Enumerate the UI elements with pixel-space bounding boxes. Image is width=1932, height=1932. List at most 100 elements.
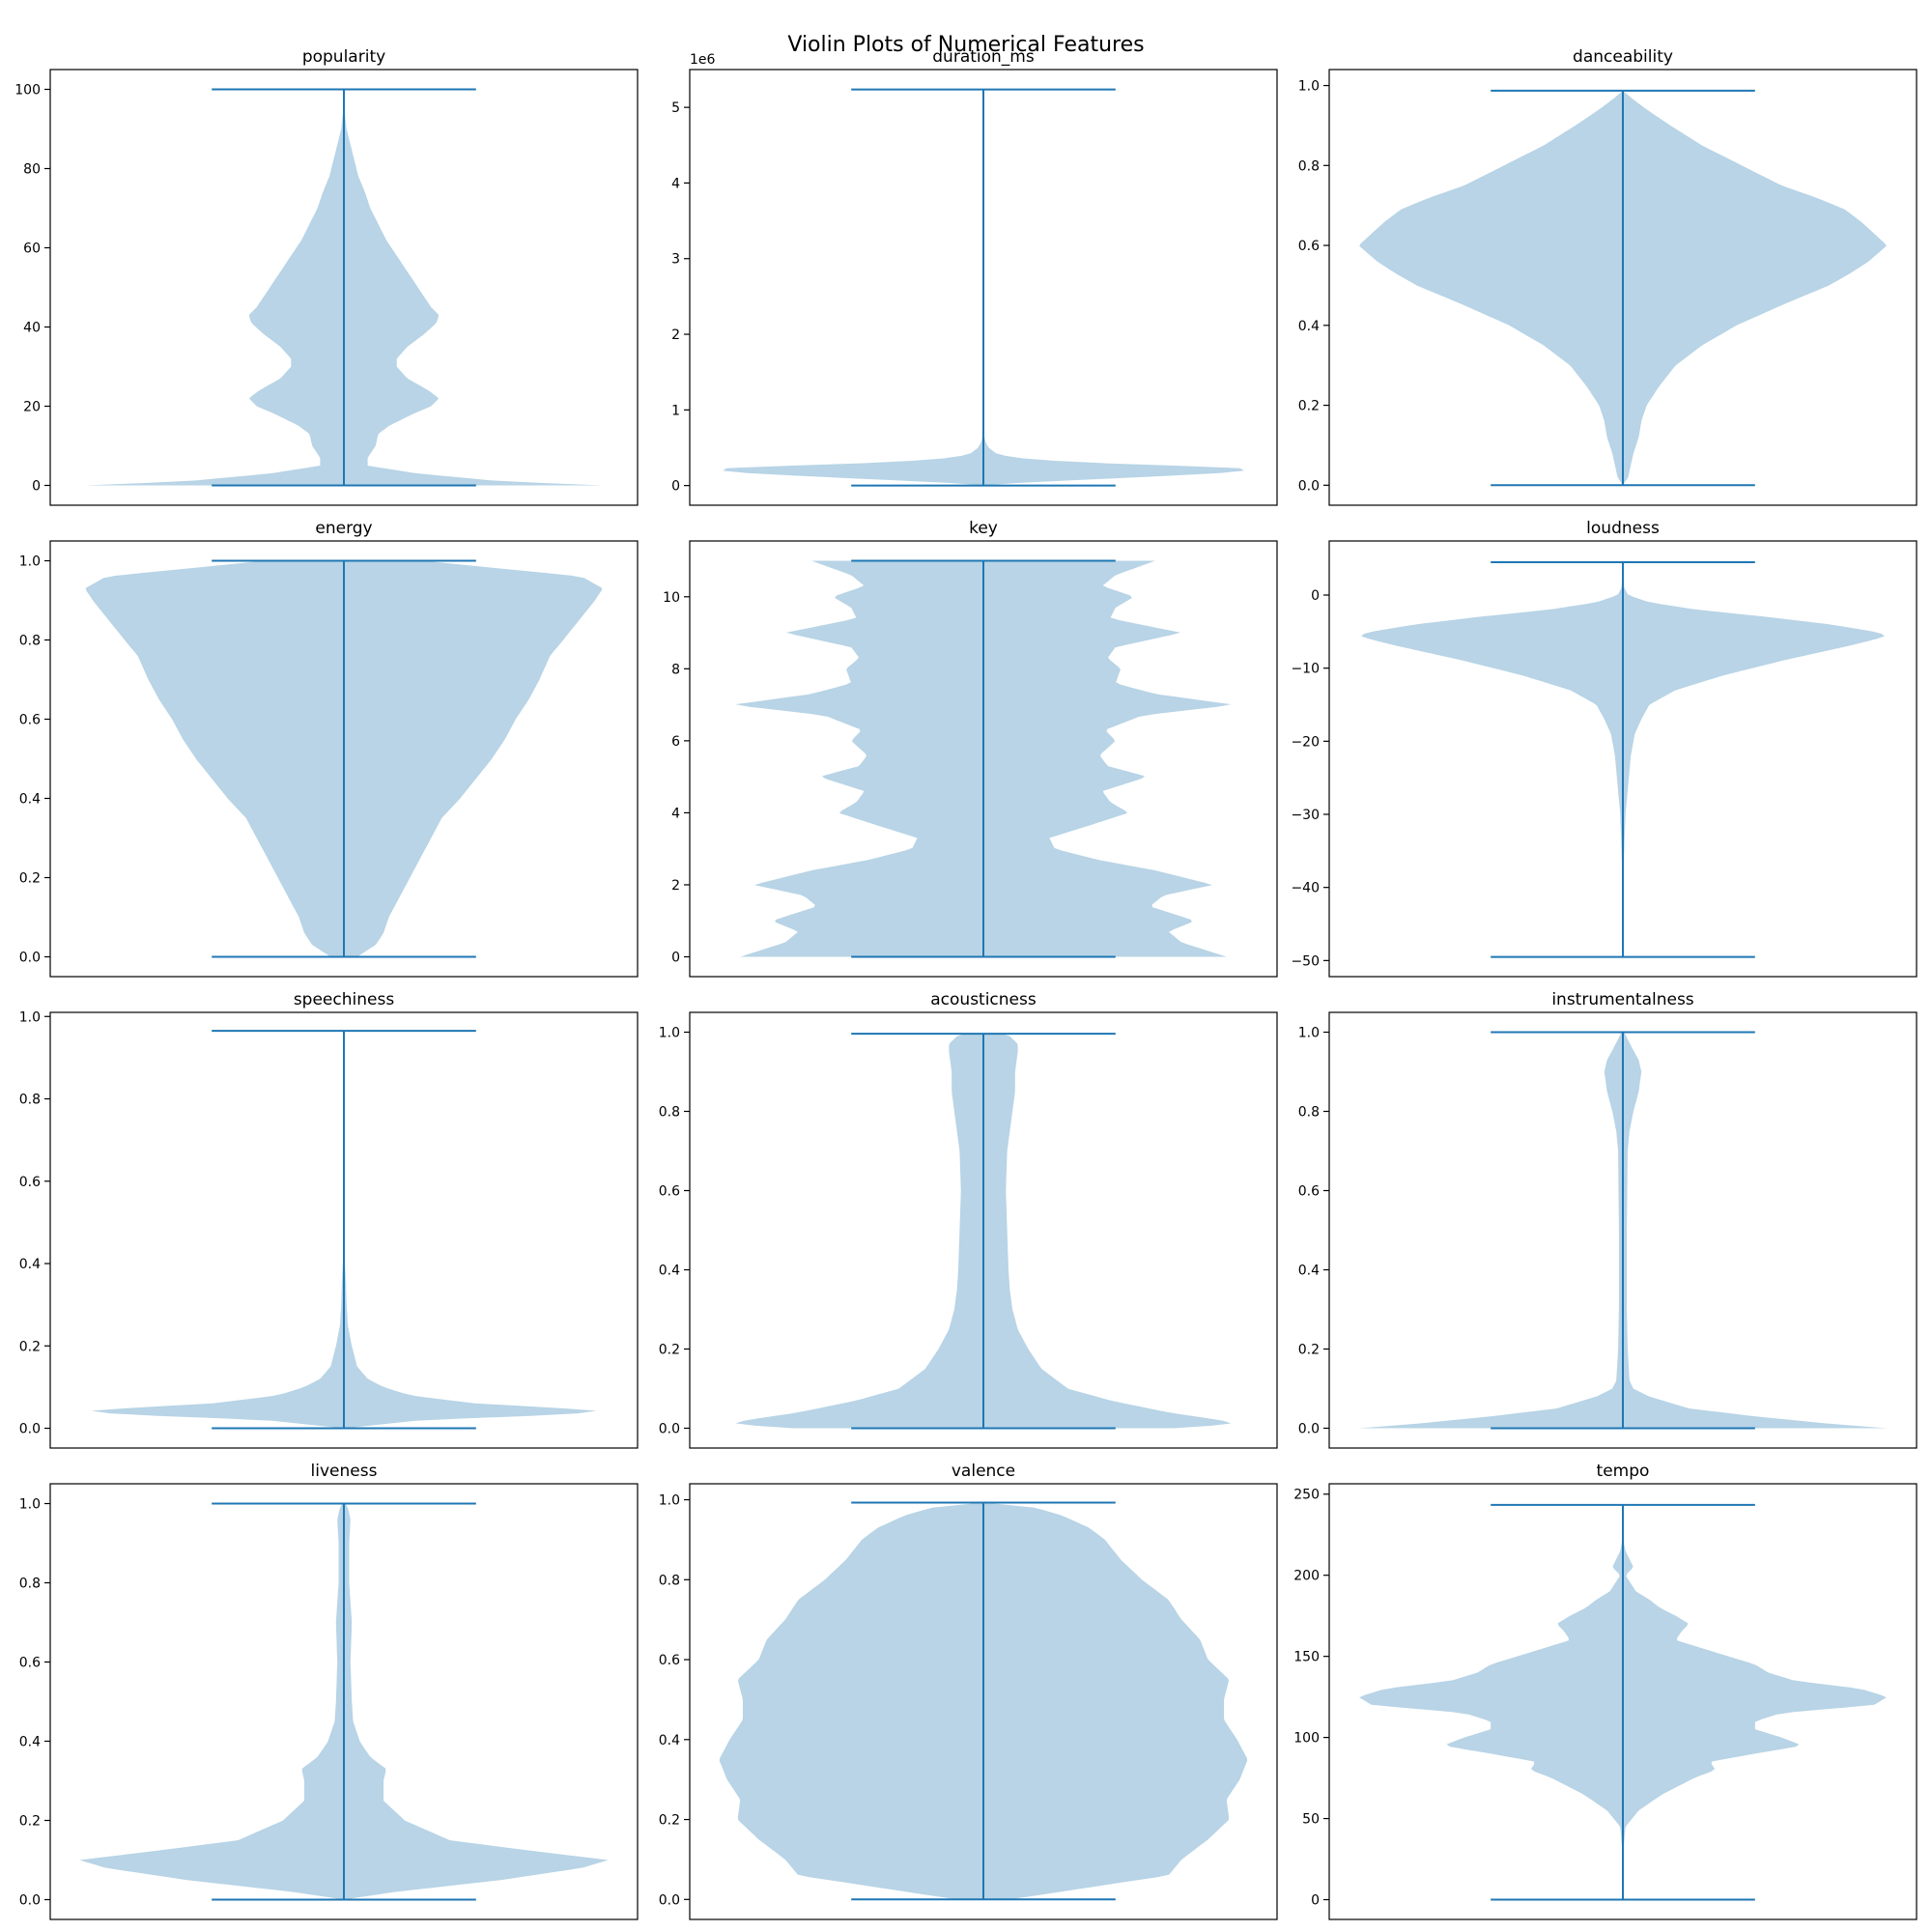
y-tick-label: 150 xyxy=(1293,1650,1320,1665)
y-tick-label: 1.0 xyxy=(659,1493,680,1509)
subplot-instrumentalness: 0.0 0.2 0.4 0.6 0.8 1.0 instrumentalness xyxy=(1298,990,1918,1449)
y-tick-label: 1.0 xyxy=(19,1497,41,1513)
y-tick-label: 80 xyxy=(23,162,41,178)
y-tick-label: 2 xyxy=(671,878,680,894)
y-tick-label: 100 xyxy=(14,83,41,99)
y-tick-label: 0.8 xyxy=(659,1573,680,1588)
y-tick-label: 0.6 xyxy=(19,1656,41,1671)
y-tick-label: 0.0 xyxy=(659,1892,680,1908)
axes-frame-liveness xyxy=(49,1483,639,1920)
subplot-title-speechiness: speechiness xyxy=(294,990,395,1009)
axes-frame-loudness xyxy=(1328,540,1918,978)
y-tick-label: 0.8 xyxy=(1298,158,1320,174)
y-tick-label: 0.0 xyxy=(659,1422,680,1437)
axes-frame-popularity xyxy=(49,69,639,506)
y-tick-label: 1.0 xyxy=(19,554,41,570)
y-tick-label: −40 xyxy=(1291,881,1320,896)
y-tick-label: 0.8 xyxy=(19,634,41,649)
y-tick-label: 4 xyxy=(671,806,680,821)
subplot-acousticness: 0.0 0.2 0.4 0.6 0.8 1.0 acousticness xyxy=(659,990,1278,1449)
y-tick-label: 1.0 xyxy=(19,1009,41,1025)
y-tick-label: 0.4 xyxy=(659,1264,680,1279)
subplot-title-key: key xyxy=(969,519,998,538)
y-tick-label: 0.4 xyxy=(19,792,41,808)
y-tick-label: −30 xyxy=(1291,808,1320,823)
y-tick-label: 1.0 xyxy=(659,1026,680,1041)
subplot-title-danceability: danceability xyxy=(1573,47,1673,67)
subplot-speechiness: 0.0 0.2 0.4 0.6 0.8 1.0 speechiness xyxy=(19,990,639,1449)
y-tick-label: 40 xyxy=(23,321,41,336)
y-tick-label: 250 xyxy=(1293,1488,1320,1503)
y-tick-label: 0.4 xyxy=(659,1733,680,1748)
subplot-tempo: 0 50 100 150 200 250 tempo xyxy=(1293,1462,1918,1920)
subplot-popularity: 0 20 40 60 80 100 popularity xyxy=(14,47,639,506)
y-tick-label: 20 xyxy=(23,400,41,415)
subplot-title-energy: energy xyxy=(315,519,372,538)
y-tick-label: 0.8 xyxy=(659,1105,680,1121)
y-tick-label: 50 xyxy=(1302,1812,1320,1828)
subplot-valence: 0.0 0.2 0.4 0.6 0.8 1.0 valence xyxy=(659,1462,1278,1920)
y-tick-label: 0.2 xyxy=(1298,399,1320,414)
y-tick-label: 0.2 xyxy=(659,1813,680,1829)
y-tick-label: 0.2 xyxy=(19,1814,41,1830)
y-tick-label: 0.8 xyxy=(19,1093,41,1108)
y-tick-label: 0.6 xyxy=(1298,239,1320,254)
y-tick-label: 0.6 xyxy=(659,1653,680,1668)
y-tick-label: 4 xyxy=(671,176,680,191)
y-tick-label: 0 xyxy=(32,479,41,495)
y-tick-label: 0.2 xyxy=(1298,1343,1320,1358)
y-tick-label: 0.6 xyxy=(1298,1184,1320,1200)
subplot-title-valence: valence xyxy=(952,1462,1015,1481)
y-tick-label: −50 xyxy=(1291,953,1320,969)
axes-frame-energy xyxy=(49,540,639,978)
subplot-key: 0 2 4 6 8 10 key xyxy=(663,519,1278,978)
y-tick-label: 1.0 xyxy=(1298,1026,1320,1041)
y-tick-label: 0.0 xyxy=(19,1422,41,1437)
y-tick-label: 100 xyxy=(1293,1731,1320,1747)
y-tick-label: 0 xyxy=(1311,1893,1320,1909)
y-tick-label: 0.2 xyxy=(659,1343,680,1358)
subplot-title-duration-ms: duration_ms xyxy=(932,47,1035,67)
y-tick-label: 5 xyxy=(671,100,680,116)
y-tick-label: 0.8 xyxy=(1298,1105,1320,1121)
y-tick-label: 0 xyxy=(671,479,680,495)
y-tick-label: 0.8 xyxy=(19,1577,41,1592)
y-tick-label: 60 xyxy=(23,242,41,257)
y-tick-label: 3 xyxy=(671,252,680,268)
y-tick-label: 0.6 xyxy=(19,713,41,728)
subplot-loudness: 0 −10 −20 −30 −40 −50 loudness xyxy=(1291,519,1918,978)
subplot-title-acousticness: acousticness xyxy=(930,990,1037,1009)
axes-frame-tempo xyxy=(1328,1483,1918,1920)
axes-frame-speechiness xyxy=(49,1011,639,1449)
y-tick-label: 0.0 xyxy=(1298,478,1320,494)
y-tick-label: 0.6 xyxy=(659,1184,680,1200)
axis-offset-label: 1e6 xyxy=(690,52,716,68)
subplot-title-tempo: tempo xyxy=(1597,1462,1650,1481)
axes-frame-key xyxy=(689,540,1278,978)
y-tick-label: 6 xyxy=(671,734,680,750)
y-tick-label: 0.4 xyxy=(19,1735,41,1750)
y-tick-label: 0.2 xyxy=(19,871,41,887)
y-tick-label: −20 xyxy=(1291,734,1320,750)
axes-frame-valence xyxy=(689,1483,1278,1920)
axes-frame-instrumentalness xyxy=(1328,1011,1918,1449)
y-tick-label: 200 xyxy=(1293,1569,1320,1584)
y-tick-label: 0.0 xyxy=(19,951,41,966)
y-tick-label: 1 xyxy=(671,403,680,418)
y-tick-label: 0.4 xyxy=(1298,319,1320,334)
y-tick-label: 0.0 xyxy=(1298,1422,1320,1437)
subplot-title-loudness: loudness xyxy=(1586,519,1660,538)
axes-frame-duration-ms xyxy=(689,69,1278,506)
subplot-duration-ms: 0 1 2 3 4 5 1e6 duration_ms xyxy=(671,47,1278,506)
axes-frame-danceability xyxy=(1328,69,1918,506)
y-tick-label: 10 xyxy=(663,590,680,606)
subplot-title-popularity: popularity xyxy=(302,47,385,67)
y-tick-label: 0.6 xyxy=(19,1175,41,1190)
y-tick-label: 8 xyxy=(671,662,680,677)
y-tick-label: 0 xyxy=(1311,588,1320,604)
axes-frame-acousticness xyxy=(689,1011,1278,1449)
y-tick-label: 0.4 xyxy=(19,1257,41,1272)
y-tick-label: 0.4 xyxy=(1298,1264,1320,1279)
figure-title: Violin Plots of Numerical Features xyxy=(787,33,1145,57)
y-tick-label: 1.0 xyxy=(1298,79,1320,95)
